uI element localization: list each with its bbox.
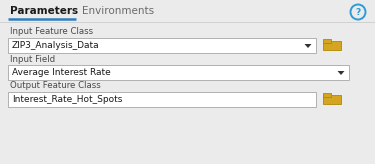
- Text: ?: ?: [356, 8, 361, 17]
- Text: Average Interest Rate: Average Interest Rate: [12, 68, 111, 77]
- Text: Input Feature Class: Input Feature Class: [10, 28, 93, 37]
- FancyBboxPatch shape: [323, 95, 341, 104]
- FancyBboxPatch shape: [323, 39, 331, 42]
- Text: Input Field: Input Field: [10, 54, 55, 63]
- Text: Parameters: Parameters: [10, 6, 78, 16]
- FancyBboxPatch shape: [8, 38, 316, 53]
- Text: ZIP3_Analysis_Data: ZIP3_Analysis_Data: [12, 41, 100, 50]
- FancyBboxPatch shape: [323, 41, 341, 50]
- FancyBboxPatch shape: [8, 65, 349, 80]
- Polygon shape: [338, 71, 345, 75]
- FancyBboxPatch shape: [8, 92, 316, 107]
- Text: Environments: Environments: [82, 6, 154, 16]
- Text: Interest_Rate_Hot_Spots: Interest_Rate_Hot_Spots: [12, 95, 122, 104]
- Text: Output Feature Class: Output Feature Class: [10, 82, 101, 91]
- Polygon shape: [304, 44, 312, 48]
- FancyBboxPatch shape: [323, 93, 331, 96]
